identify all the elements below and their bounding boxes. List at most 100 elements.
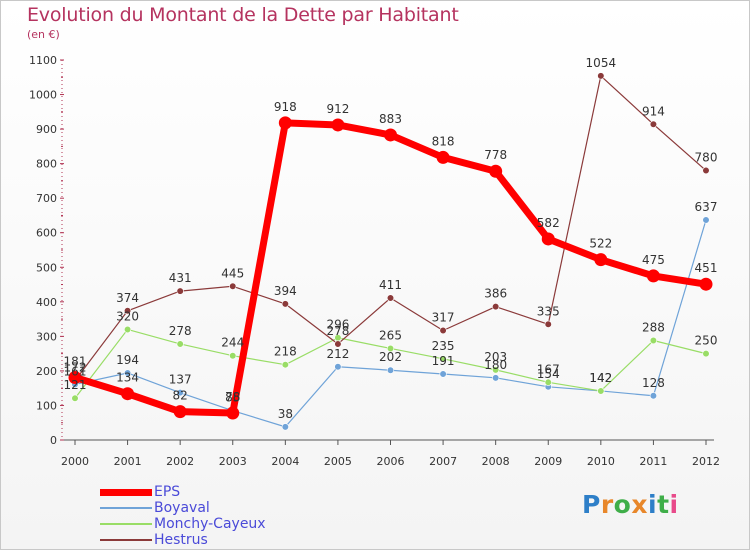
- data-point-hestrus: [597, 72, 605, 80]
- data-point-hestrus: [281, 300, 289, 308]
- data-label-hestrus: 780: [695, 151, 718, 165]
- data-point-hestrus: [176, 287, 184, 295]
- data-point-eps: [489, 164, 503, 178]
- y-tick-label: 400: [36, 296, 57, 309]
- data-label-hestrus: 386: [484, 287, 507, 301]
- y-tick-label: 100: [36, 399, 57, 412]
- data-label-monchy-cayeux: 296: [326, 318, 349, 332]
- data-point-monchy-cayeux: [649, 336, 658, 345]
- data-point-monchy-cayeux: [544, 378, 552, 386]
- x-tick-label: 2001: [114, 455, 142, 468]
- data-label-boyaval: 191: [432, 354, 455, 368]
- y-tick-label: 200: [36, 365, 57, 378]
- data-label-eps: 82: [173, 389, 188, 403]
- logo-letter: o: [613, 490, 632, 519]
- data-label-monchy-cayeux: 320: [116, 309, 139, 323]
- legend-swatch: [100, 523, 152, 525]
- data-label-hestrus: 335: [537, 304, 560, 318]
- data-label-hestrus: 1054: [586, 56, 617, 70]
- data-label-eps: 883: [379, 112, 402, 126]
- data-label-hestrus: 431: [169, 271, 192, 285]
- data-label-boyaval: 142: [589, 371, 612, 385]
- data-point-monchy-cayeux: [71, 394, 79, 402]
- data-point-boyaval: [334, 363, 342, 371]
- data-label-monchy-cayeux: 265: [379, 328, 402, 342]
- data-point-eps: [436, 150, 450, 164]
- data-label-boyaval: 202: [379, 350, 402, 364]
- logo-letter: i: [669, 490, 679, 519]
- data-point-hestrus: [229, 282, 237, 290]
- data-label-monchy-cayeux: 288: [642, 321, 665, 335]
- data-point-boyaval: [176, 389, 184, 397]
- x-tick-label: 2002: [166, 455, 194, 468]
- data-label-hestrus: 374: [116, 291, 139, 305]
- chart-series: [68, 72, 713, 431]
- x-tick-label: 2012: [692, 455, 720, 468]
- legend-label: Hestrus: [154, 532, 208, 548]
- data-point-eps: [121, 387, 135, 401]
- data-point-eps: [541, 232, 555, 246]
- data-point-monchy-cayeux: [597, 387, 605, 395]
- logo-letter: t: [657, 490, 670, 519]
- data-point-eps: [331, 118, 345, 132]
- x-tick-label: 2000: [61, 455, 89, 468]
- logo-letter: i: [648, 490, 658, 519]
- data-point-monchy-cayeux: [439, 355, 447, 363]
- legend-label: Monchy-Cayeux: [154, 516, 266, 532]
- legend-swatch: [100, 488, 152, 496]
- chart-axes: 0 100 200 300 400 500 600 700 800 900 1000 1100 2000…: [29, 54, 720, 468]
- data-label-monchy-cayeux: 167: [537, 362, 560, 376]
- data-label-monchy-cayeux: 218: [274, 345, 297, 359]
- y-tick-label: 800: [36, 158, 57, 171]
- y-tick-label: 900: [36, 123, 57, 136]
- data-point-boyaval: [702, 216, 710, 224]
- data-label-eps: 475: [642, 253, 665, 267]
- data-point-monchy-cayeux: [702, 350, 710, 358]
- y-tick-label: 700: [36, 192, 57, 205]
- data-label-monchy-cayeux: 244: [221, 336, 244, 350]
- data-point-hestrus: [334, 340, 342, 348]
- data-point-eps: [173, 405, 187, 419]
- data-label-hestrus: 445: [221, 266, 244, 280]
- data-label-eps: 522: [589, 237, 612, 251]
- y-tick-label: 500: [36, 261, 57, 274]
- data-label-boyaval: 637: [695, 200, 718, 214]
- data-label-eps: 918: [274, 100, 297, 114]
- logo-letter: r: [600, 490, 614, 519]
- y-tick-label: 600: [36, 227, 57, 240]
- data-point-eps: [594, 253, 608, 267]
- legend-label: Boyaval: [154, 500, 210, 516]
- data-label-hestrus: 411: [379, 278, 402, 292]
- data-point-boyaval: [492, 374, 500, 382]
- data-label-hestrus: 394: [274, 284, 297, 298]
- x-tick-label: 2003: [219, 455, 247, 468]
- data-label-monchy-cayeux: 203: [484, 350, 507, 364]
- y-tick-label: 300: [36, 330, 57, 343]
- data-label-eps: 78: [225, 390, 240, 404]
- data-point-hestrus: [544, 320, 552, 328]
- data-point-hestrus: [702, 166, 710, 175]
- data-label-hestrus: 278: [326, 324, 349, 338]
- data-label-boyaval: 161: [64, 364, 87, 378]
- legend-swatch: [100, 507, 152, 509]
- data-point-monchy-cayeux: [229, 352, 237, 360]
- chart-unit: (en €): [27, 28, 60, 41]
- data-label-boyaval: 128: [642, 376, 665, 390]
- x-tick-label: 2005: [324, 455, 352, 468]
- x-tick-label: 2006: [377, 455, 405, 468]
- chart-data-labels: 161 194 137 85 38 212 202 191 180 154 142 128 637 121…: [64, 56, 718, 421]
- legend-label: EPS: [154, 484, 181, 500]
- logo-letter: P: [582, 490, 601, 519]
- data-label-eps: 582: [537, 216, 560, 230]
- y-tick-label: 1100: [29, 54, 57, 67]
- data-point-hestrus: [386, 294, 395, 302]
- data-point-eps: [278, 116, 292, 130]
- data-label-eps: 451: [695, 261, 718, 275]
- x-tick-label: 2011: [639, 455, 667, 468]
- data-point-eps: [699, 277, 713, 291]
- data-point-monchy-cayeux: [123, 325, 132, 334]
- data-point-hestrus: [439, 326, 447, 335]
- data-label-boyaval: 85: [225, 391, 240, 405]
